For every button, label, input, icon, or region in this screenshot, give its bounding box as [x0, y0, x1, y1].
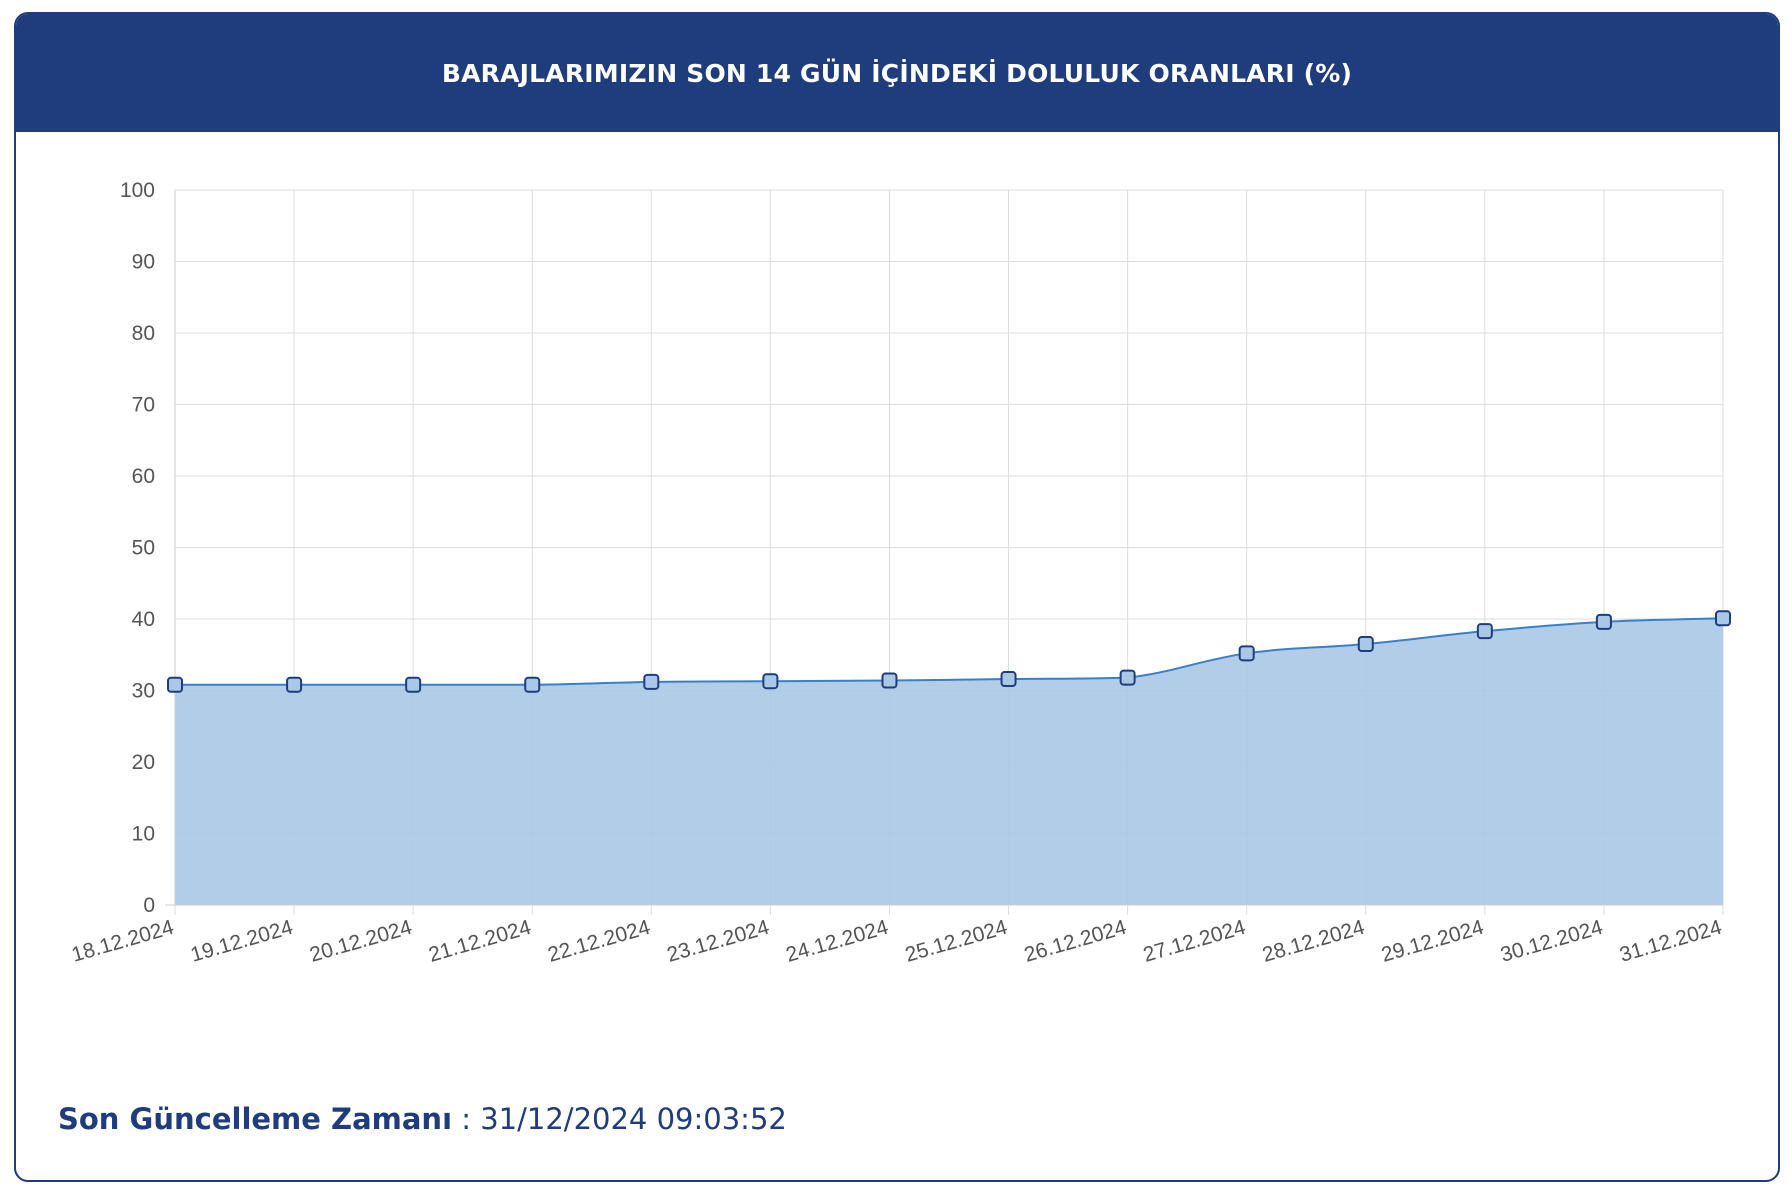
chart-card: BARAJLARIMIZIN SON 14 GÜN İÇİNDEKİ DOLUL…: [14, 12, 1780, 1182]
data-point: [643, 673, 660, 690]
x-tick-label: 22.12.2024: [545, 916, 653, 967]
y-tick-label: 100: [120, 179, 155, 202]
x-tick-label: 20.12.2024: [307, 916, 415, 967]
data-point: [1595, 613, 1612, 630]
x-tick-label: 21.12.2024: [426, 916, 534, 967]
chart-area: 0 10 20 30 40 50 60 70 80 90 100 18.12.2024 19.12.2…: [16, 132, 1778, 1032]
y-tick-label: 90: [132, 251, 155, 274]
series-line: [175, 617, 1724, 686]
axes: [165, 190, 1723, 906]
y-tick-label: 0: [143, 894, 155, 917]
x-tick-label: 30.12.2024: [1498, 916, 1606, 967]
y-tick-label: 10: [132, 823, 155, 846]
y-tick-label: 40: [132, 608, 155, 631]
data-point: [1476, 623, 1493, 640]
data-point: [286, 676, 303, 693]
last-update-label: Son Güncelleme Zamanı: [58, 1102, 453, 1136]
x-tick-label: 27.12.2024: [1141, 916, 1249, 967]
x-axis-ticks: 18.12.2024 19.12.2024 20.12.2024 21.12.2024…: [69, 916, 1725, 967]
data-point: [1715, 610, 1731, 627]
card-header: BARAJLARIMIZIN SON 14 GÜN İÇİNDEKİ DOLUL…: [16, 14, 1778, 132]
data-points: [167, 610, 1731, 693]
y-axis-ticks: 0 10 20 30 40 50 60 70 80 90 100: [120, 179, 155, 917]
data-point: [405, 676, 422, 693]
data-point: [1238, 645, 1255, 662]
data-point: [881, 672, 898, 689]
data-point: [524, 676, 541, 693]
y-tick-label: 30: [132, 680, 155, 703]
x-tick-label: 29.12.2024: [1379, 916, 1487, 967]
last-update: Son Güncelleme Zamanı : 31/12/2024 09:03…: [58, 1102, 787, 1136]
x-tick-label: 28.12.2024: [1260, 916, 1368, 967]
x-tick-label: 25.12.2024: [903, 916, 1011, 967]
x-tick-label: 26.12.2024: [1022, 916, 1130, 967]
area-fill: [175, 618, 1723, 905]
last-update-separator: :: [452, 1102, 481, 1136]
last-update-value: 31/12/2024 09:03:52: [480, 1102, 787, 1136]
data-point: [167, 676, 183, 693]
y-tick-label: 70: [132, 394, 155, 417]
y-tick-label: 60: [132, 465, 155, 488]
y-tick-label: 50: [132, 537, 155, 560]
data-point: [1357, 636, 1374, 653]
x-tick-label: 24.12.2024: [783, 916, 891, 967]
data-point: [762, 673, 779, 690]
x-tick-label: 31.12.2024: [1617, 916, 1725, 967]
data-point: [1000, 671, 1017, 688]
data-point: [1119, 669, 1136, 686]
x-tick-label: 19.12.2024: [188, 916, 296, 967]
area-chart: 0 10 20 30 40 50 60 70 80 90 100 18.12.2024 19.12.2…: [69, 179, 1731, 967]
y-tick-label: 80: [132, 322, 155, 345]
y-tick-label: 20: [132, 751, 155, 774]
x-tick-label: 18.12.2024: [69, 916, 177, 967]
chart-title: BARAJLARIMIZIN SON 14 GÜN İÇİNDEKİ DOLUL…: [441, 58, 1353, 88]
x-tick-label: 23.12.2024: [664, 916, 772, 967]
area-fill-group: [175, 617, 1724, 905]
